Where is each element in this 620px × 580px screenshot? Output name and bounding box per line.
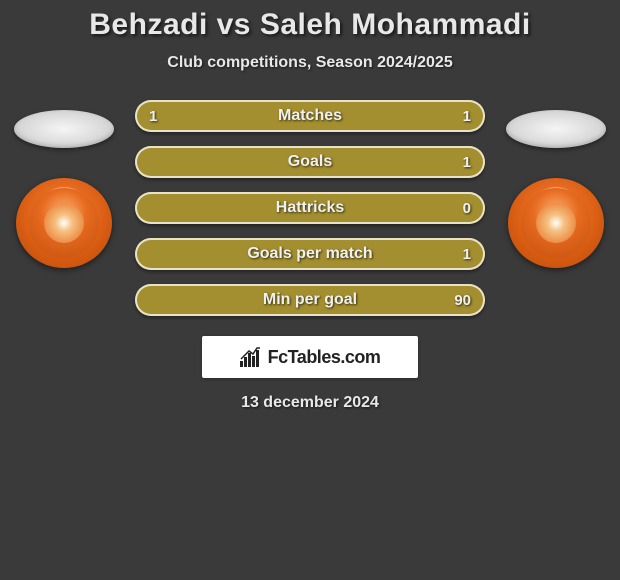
stats-column: 1 Matches 1 Goals 1 Hattricks 0 Goals per match… — [135, 100, 485, 316]
stat-label: Hattricks — [276, 199, 344, 217]
subtitle: Club competitions, Season 2024/2025 — [0, 54, 620, 72]
brand-text: FcTables.com — [268, 347, 381, 368]
left-club-badge — [16, 178, 112, 268]
right-player-avatar — [506, 110, 606, 148]
stat-pill: Goals per match 1 — [135, 238, 485, 270]
left-player-avatar — [14, 110, 114, 148]
right-club-badge-inner — [521, 188, 591, 258]
stat-value-right: 90 — [447, 292, 471, 309]
stat-pill: Min per goal 90 — [135, 284, 485, 316]
date-text: 13 december 2024 — [241, 394, 379, 412]
footer: FcTables.com 13 december 2024 — [0, 336, 620, 412]
stat-pill: Hattricks 0 — [135, 192, 485, 224]
stat-label: Goals per match — [247, 245, 372, 263]
stat-pill: Goals 1 — [135, 146, 485, 178]
stat-value-right: 1 — [447, 154, 471, 171]
stat-label: Goals — [288, 153, 332, 171]
right-club-badge — [508, 178, 604, 268]
page-title: Behzadi vs Saleh Mohammadi — [0, 8, 620, 42]
stat-label: Matches — [278, 107, 342, 125]
stat-value-right: 0 — [447, 200, 471, 217]
left-player-column — [9, 100, 119, 268]
stat-pill: 1 Matches 1 — [135, 100, 485, 132]
right-player-column — [501, 100, 611, 268]
stat-value-right: 1 — [447, 246, 471, 263]
brand-box: FcTables.com — [202, 336, 418, 378]
left-club-badge-inner — [29, 188, 99, 258]
stat-value-left: 1 — [149, 108, 173, 125]
chart-bars-icon — [240, 347, 262, 367]
stat-label: Min per goal — [263, 291, 357, 309]
infographic-container: Behzadi vs Saleh Mohammadi Club competit… — [0, 0, 620, 412]
main-row: 1 Matches 1 Goals 1 Hattricks 0 Goals per match… — [0, 100, 620, 316]
stat-value-right: 1 — [447, 108, 471, 125]
